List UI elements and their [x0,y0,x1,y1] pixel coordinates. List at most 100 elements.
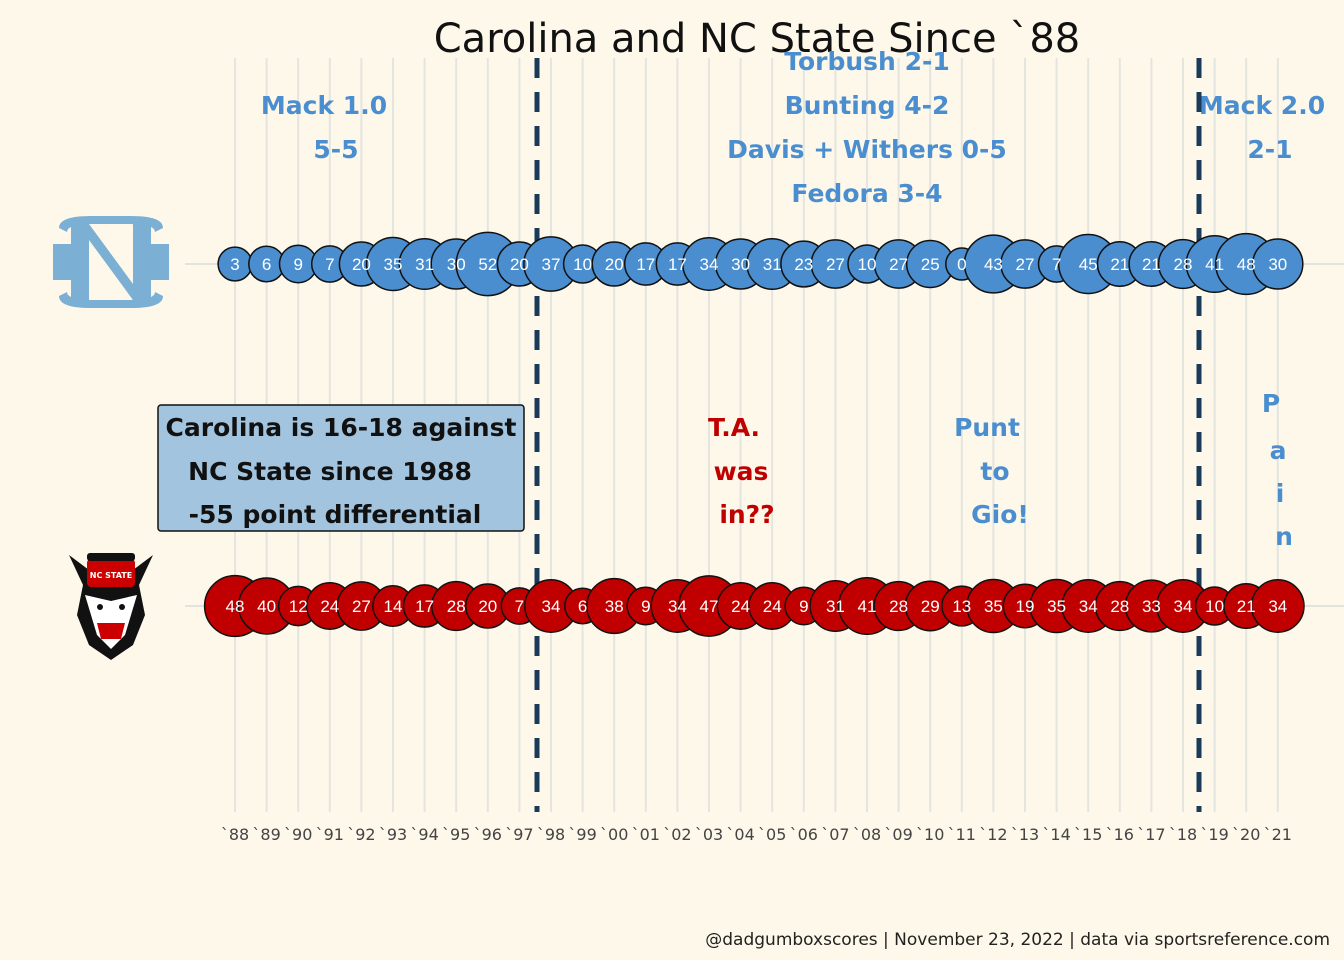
ncsu-score-label: 35 [1047,597,1066,616]
era-labels: Mack 1.0 5-5 Torbush 2-1 Bunting 4-2 Davis +… [261,47,1325,208]
ncsu-score-label: 40 [257,597,276,616]
x-tick-label: `10 [916,825,944,844]
unc-score-label: 27 [1016,255,1035,274]
summary-box: Carolina is 16-18 against NC State since… [157,404,525,532]
unc-score-label: 27 [826,255,845,274]
svg-text:Punt: Punt [954,413,1020,442]
x-tick-label: `93 [379,825,407,844]
x-tick-label: `01 [632,825,660,844]
svg-text:Gio!: Gio! [971,500,1029,529]
x-tick-label: `20 [1232,825,1260,844]
x-tick-label: `97 [505,825,533,844]
era-label: Mack 2.0 [1199,91,1325,120]
x-tick-label: `13 [1011,825,1039,844]
unc-score-label: 7 [1052,255,1061,274]
ncsu-score-label: 48 [226,597,245,616]
unc-score-label: 0 [957,255,966,274]
unc-score-label: 30 [447,255,466,274]
summary-line-2: NC State since 1988 [188,457,472,486]
x-tick-label: `17 [1137,825,1165,844]
unc-score-label: 27 [889,255,908,274]
unc-score-label: 17 [636,255,655,274]
gridlines [234,58,1279,812]
x-tick-label: `96 [474,825,502,844]
ncsu-score-label: 29 [921,597,940,616]
unc-score-label: 23 [794,255,813,274]
ncsu-score-label: 28 [447,597,466,616]
x-tick-label: `21 [1264,825,1292,844]
summary-line-1: Carolina is 16-18 against [166,413,517,442]
unc-score-label: 10 [573,255,592,274]
unc-score-label: 37 [542,255,561,274]
svg-text:in??: in?? [719,500,774,529]
ncsu-score-label: 34 [1079,597,1098,616]
era-label: 2-1 [1247,135,1292,164]
x-tick-label: `15 [1074,825,1102,844]
unc-score-label: 28 [1174,255,1193,274]
svg-text:T.A.: T.A. [708,413,760,442]
era-label: Torbush 2-1 [784,47,949,76]
ncsu-score-label: 34 [1268,597,1287,616]
x-tick-label: `05 [758,825,786,844]
svg-text:a: a [1270,436,1287,465]
unc-score-label: 34 [700,255,719,274]
ncsu-score-label: 34 [1174,597,1193,616]
svg-text:NC STATE: NC STATE [90,571,132,580]
x-tick-label: `07 [821,825,849,844]
annotation-ta: T.A. was in?? [708,413,775,529]
chart-title: Carolina and NC State Since `88 [434,16,1080,62]
svg-text:n: n [1275,522,1293,551]
era-label: Bunting 4-2 [785,91,950,120]
unc-score-label: 9 [293,255,302,274]
unc-score-label: 30 [1268,255,1287,274]
ncsu-score-label: 19 [1016,597,1035,616]
x-tick-label: `03 [695,825,723,844]
era-label: Davis + Withers 0-5 [727,135,1007,164]
ncsu-score-label: 27 [352,597,371,616]
annotation-punt: Punt to Gio! [954,413,1029,529]
ncsu-score-label: 12 [289,597,308,616]
era-label: 5-5 [313,135,358,164]
unc-score-label: 31 [763,255,782,274]
x-tick-label: `12 [979,825,1007,844]
x-tick-label: `00 [600,825,628,844]
ncsu-score-label: 9 [799,597,808,616]
x-tick-label: `11 [948,825,976,844]
ncsu-score-label: 10 [1205,597,1224,616]
unc-score-label: 41 [1205,255,1224,274]
x-tick-label: `90 [284,825,312,844]
unc-score-label: 45 [1079,255,1098,274]
chart-caption: @dadgumboxscores | November 23, 2022 | d… [705,930,1330,950]
unc-score-label: 25 [921,255,940,274]
x-tick-label: `18 [1169,825,1197,844]
x-tick-label: `16 [1106,825,1134,844]
svg-text:to: to [980,457,1009,486]
unc-score-label: 52 [478,255,497,274]
ncsu-score-label: 47 [700,597,719,616]
unc-logo: UNC [53,216,169,308]
ncsu-score-label: 7 [515,597,524,616]
unc-score-label: 21 [1110,255,1129,274]
svg-text:P: P [1262,389,1280,418]
ncsu-score-label: 14 [384,597,403,616]
ncsu-score-label: 20 [478,597,497,616]
unc-score-label: 3 [230,255,239,274]
svg-text:was: was [714,457,769,486]
unc-score-label: 17 [668,255,687,274]
x-tick-label: `95 [442,825,470,844]
ncsu-score-label: 24 [731,597,750,616]
x-tick-label: `02 [663,825,691,844]
ncsu-score-label: 13 [952,597,971,616]
x-tick-label: `98 [537,825,565,844]
x-tick-label: `06 [790,825,818,844]
ncsu-score-label: 17 [415,597,434,616]
unc-score-label: 21 [1142,255,1161,274]
unc-score-label: 35 [384,255,403,274]
ncsu-score-label: 21 [1237,597,1256,616]
annotation-pain: P a i n [1262,389,1293,551]
unc-score-label: 31 [415,255,434,274]
x-tick-label: `19 [1200,825,1228,844]
x-tick-label: `04 [726,825,754,844]
unc-score-label: 10 [858,255,877,274]
